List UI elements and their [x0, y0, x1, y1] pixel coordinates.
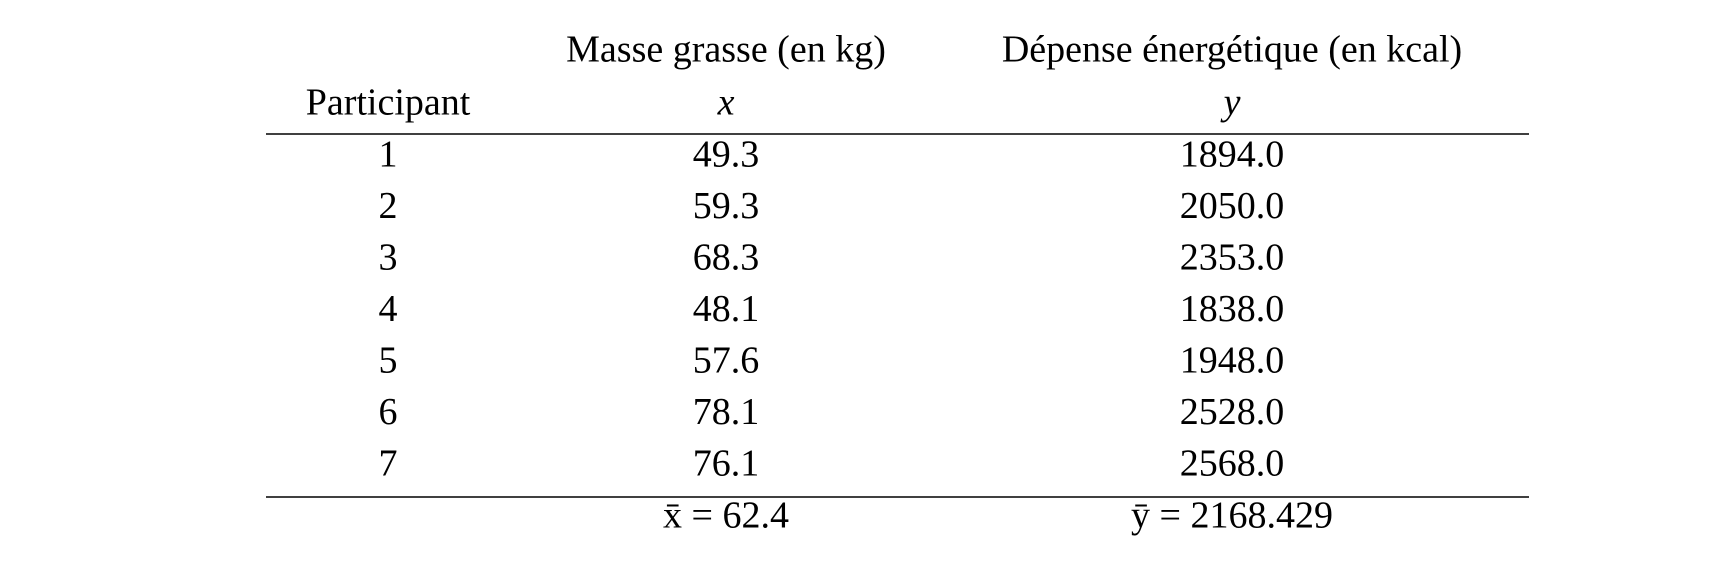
cell: 59.3 — [693, 185, 760, 227]
cell: 2528.0 — [1180, 391, 1285, 433]
cell: 48.1 — [693, 288, 760, 330]
cell: 57.6 — [693, 340, 760, 382]
cell: 68.3 — [693, 237, 760, 279]
cell: 1948.0 — [1180, 340, 1285, 382]
cell: 2050.0 — [1180, 185, 1285, 227]
header-cell: Participant — [306, 82, 471, 124]
header-cell: Masse grasse (en kg) — [566, 29, 886, 71]
cell: 5 — [379, 340, 398, 382]
footer-cell: ȳ = 2168.429 — [1131, 495, 1333, 537]
cell: 2353.0 — [1180, 237, 1285, 279]
cell: 3 — [379, 237, 398, 279]
cell: 1894.0 — [1180, 134, 1285, 176]
cell: 2 — [379, 185, 398, 227]
cell: 7 — [379, 443, 398, 485]
cell: 1 — [379, 134, 398, 176]
header-cell: x — [717, 82, 735, 124]
header-cell: Dépense énergétique (en kcal) — [1002, 29, 1462, 71]
cell: 49.3 — [693, 134, 760, 176]
cell: 6 — [379, 391, 398, 433]
cell: 76.1 — [693, 443, 760, 485]
cell: 78.1 — [693, 391, 760, 433]
footer-cell: x̄ = 62.4 — [663, 495, 789, 537]
cell: 1838.0 — [1180, 288, 1285, 330]
cell: 4 — [379, 288, 398, 330]
cell: 2568.0 — [1180, 443, 1285, 485]
header-cell: y — [1220, 82, 1241, 124]
